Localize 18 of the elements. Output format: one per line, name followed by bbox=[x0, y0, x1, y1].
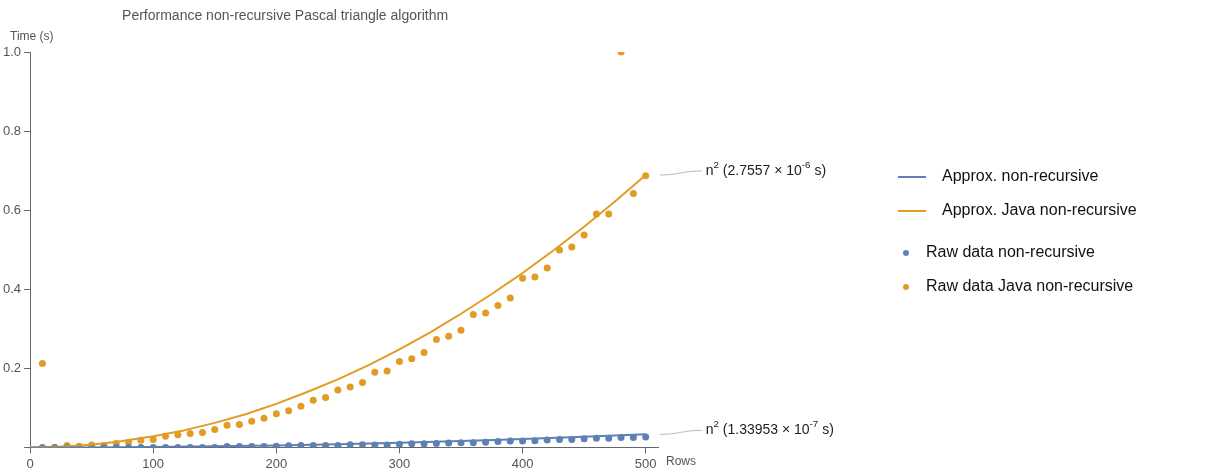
x-axis-title: Rows bbox=[666, 454, 697, 469]
x-tick-label: 300 bbox=[388, 455, 411, 471]
y-tick-label: 1.0 bbox=[2, 43, 22, 59]
legend-label: Raw data non-recursive bbox=[926, 243, 1096, 261]
legend-label: Raw data Java non-recursive bbox=[926, 277, 1134, 295]
legend-label: Approx. Java non-recursive bbox=[942, 201, 1137, 219]
y-axis-title: Time (s) bbox=[10, 29, 54, 43]
x-tick-label: 100 bbox=[142, 455, 165, 471]
x-tick-label: 400 bbox=[511, 455, 534, 471]
y-tick-label: 0.6 bbox=[2, 201, 22, 217]
legend-label: Approx. non-recursive bbox=[942, 167, 1099, 185]
y-tick-label: 0.2 bbox=[2, 359, 22, 375]
x-tick-label: 500 bbox=[634, 455, 657, 471]
y-tick-label: 0.8 bbox=[2, 122, 22, 138]
x-tick-label: 0 bbox=[26, 455, 34, 471]
chart-title: Performance non-recursive Pascal triangle algorithm bbox=[122, 7, 449, 23]
y-tick-label: 0.4 bbox=[2, 280, 22, 296]
x-tick-label: 200 bbox=[265, 455, 288, 471]
